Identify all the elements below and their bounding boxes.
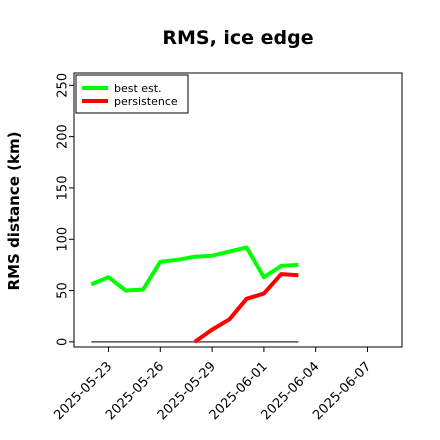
axes: 0501001502002502025-05-232025-05-262025-… [51,73,374,423]
legend-label-persistence: persistence [114,95,178,108]
plot-area [73,72,403,348]
series-line-persistence [193,272,299,344]
y-tick-label: 0 [56,338,71,346]
chart-title: RMS, ice edge [162,27,313,49]
series-line-best-est [90,245,299,293]
y-tick-label: 250 [56,73,71,98]
y-tick-label: 150 [56,176,71,201]
series-layer [90,245,299,344]
y-axis-label: RMS distance (km) [5,132,23,291]
y-tick-label: 100 [56,227,71,252]
legend-box [75,74,189,114]
y-tick-label: 200 [56,124,71,149]
legend: best est. persistence [75,74,189,114]
legend-label-best-est: best est. [114,82,162,95]
y-tick-label: 50 [56,282,71,299]
